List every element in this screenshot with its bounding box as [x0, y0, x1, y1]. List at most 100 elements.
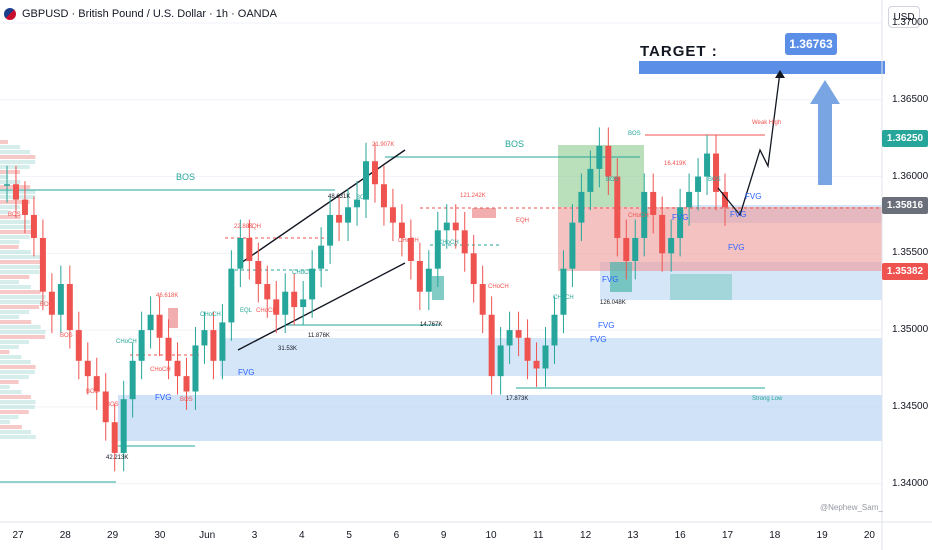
candles: [4, 127, 728, 472]
volume-profile-bar: [0, 260, 46, 264]
candle-body: [479, 284, 486, 315]
volume-profile-bar: [0, 385, 10, 389]
candle-body: [12, 184, 19, 200]
y-tick-label: 1.34500: [892, 400, 929, 412]
target-price-badge: 1.36763: [785, 33, 837, 55]
x-tick-label: 28: [59, 530, 71, 541]
channel-lower: [237, 262, 406, 351]
volume-profile-bar: [0, 140, 8, 144]
candle-body: [237, 237, 244, 269]
volume-profile-bar: [0, 410, 29, 414]
fvg-label: FVG: [745, 192, 762, 201]
x-tick-label: 3: [251, 530, 258, 541]
volume-profile-bar: [0, 215, 21, 219]
volume-label: 121.242K: [460, 193, 486, 199]
volume-profile-bar: [0, 305, 40, 309]
eql-label: EQL: [240, 308, 253, 314]
choch-label: CHoCH: [488, 284, 509, 290]
symbol-title: GBPUSD · British Pound / U.S. Dollar · 1…: [22, 8, 277, 20]
candle-body: [407, 237, 414, 261]
candle-body: [309, 268, 316, 300]
volume-profile-bar: [0, 325, 41, 329]
candle-body: [345, 207, 352, 223]
candle-body: [632, 237, 639, 261]
candle-body: [264, 284, 271, 300]
volume-profile-bar: [0, 345, 19, 349]
volume-label: 11.876K: [308, 333, 330, 339]
candle-body: [111, 422, 118, 453]
candle-body: [21, 199, 28, 215]
volume-profile-bar: [0, 315, 20, 319]
choch-label: CHoCH: [438, 240, 459, 246]
supply-small: [168, 308, 178, 328]
candle-body: [318, 245, 325, 269]
candle-body: [497, 345, 504, 377]
symbol-header[interactable]: GBPUSD · British Pound / U.S. Dollar · 1…: [4, 8, 277, 20]
candle-body: [659, 214, 666, 254]
bos-label: BOS: [60, 333, 73, 339]
demand-block: [670, 274, 732, 300]
currency-button[interactable]: USD: [888, 6, 920, 28]
y-tick-label: 1.36000: [892, 170, 929, 182]
volume-profile-bar: [0, 420, 10, 424]
price-tag: 1.35382: [882, 263, 928, 281]
strong-low-label: Strong Low: [752, 396, 783, 402]
volume-profile-bar: [0, 355, 22, 359]
smc-zones: [118, 61, 885, 441]
y-tick-label: 1.34000: [892, 477, 929, 489]
x-tick-label: 18: [769, 530, 781, 541]
candle-body: [48, 291, 55, 315]
candle-body: [416, 261, 423, 292]
choch-label: CHoCH: [150, 367, 171, 373]
choch-label: CHoCH: [553, 295, 574, 301]
volume-profile-bar: [0, 375, 29, 379]
x-tick-label: 27: [12, 530, 24, 541]
candle-body: [506, 330, 513, 346]
volume-label: 21.907K: [372, 142, 395, 148]
volume-profile-bar: [0, 395, 31, 399]
volume-profile-bar: [0, 405, 35, 409]
volume-profile-bar: [0, 310, 30, 314]
volume-profile-bar: [0, 400, 36, 404]
fvg-label: FVG: [730, 210, 747, 219]
volume-profile-bar: [0, 170, 20, 174]
volume-label: 14.767K: [420, 322, 443, 328]
candle-body: [668, 237, 675, 254]
target-label: TARGET :: [640, 43, 718, 60]
x-tick-label: 30: [154, 530, 166, 541]
up-arrow-icon: [810, 80, 840, 185]
volume-profile-bar: [0, 430, 32, 434]
candle-body: [677, 207, 684, 238]
bos-label: BOS: [106, 402, 119, 408]
candle-body: [30, 214, 37, 238]
candle-body: [102, 391, 109, 423]
candle-body: [156, 314, 163, 338]
x-tick-label: 19: [816, 530, 828, 541]
volume-label: 31.53K: [278, 346, 298, 352]
eqh-label: EQH: [248, 224, 262, 230]
bos-label: BOS: [86, 389, 99, 395]
volume-profile-bar: [0, 335, 45, 339]
x-tick-label: 9: [440, 530, 447, 541]
candle-body: [273, 299, 280, 315]
candle-body: [425, 268, 432, 292]
volume-profile-bar: [0, 370, 35, 374]
volume-profile-bar: [0, 225, 36, 229]
bos-label: BOS: [176, 172, 196, 182]
fvg-label: FVG: [672, 213, 689, 222]
volume-profile-bar: [0, 360, 31, 364]
candle-body: [524, 337, 531, 361]
choch-label: CHoCH: [628, 213, 649, 219]
fvg-label: FVG: [602, 275, 619, 284]
volume-label: 22.88K: [234, 224, 254, 230]
choch-label: CHoCH: [200, 312, 221, 318]
volume-label: 42.213K: [106, 455, 129, 461]
volume-profile-bar: [0, 390, 22, 394]
candle-body: [578, 191, 585, 223]
volume-profile-bar: [0, 435, 36, 439]
volume-profile-bar: [0, 220, 31, 224]
candle-body: [228, 268, 235, 323]
volume-label: 46.618K: [156, 293, 179, 299]
candle-body: [66, 284, 73, 331]
